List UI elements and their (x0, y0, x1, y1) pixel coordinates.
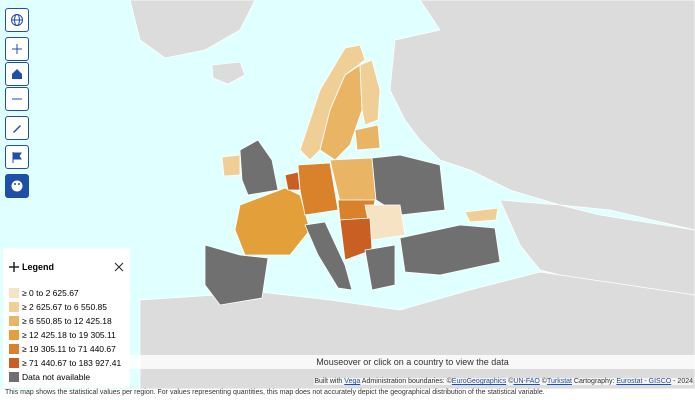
legend-label: ≥ 2 625.67 to 6 550.85 (22, 302, 108, 312)
legend-item[interactable]: ≥ 0 to 2 625.67 (9, 286, 124, 300)
close-button[interactable] (114, 262, 124, 272)
attribution-text: - 2024 (671, 378, 693, 385)
russia (389, 0, 695, 231)
legend-swatch (9, 302, 19, 312)
legend-item[interactable]: ≥ 2 625.67 to 6 550.85 (9, 300, 124, 314)
iceland (211, 61, 246, 85)
benelux (284, 171, 301, 191)
attribution-text: © (539, 378, 547, 385)
attribution-link[interactable]: Eurostat - GISCO (616, 378, 672, 385)
icon (11, 14, 23, 26)
legend-label: ≥ 12 425.18 to 19 305.11 (22, 330, 116, 340)
turkey (399, 224, 501, 276)
legend-swatch (9, 372, 19, 382)
globe-button[interactable] (5, 8, 29, 32)
legend-swatch (9, 344, 19, 354)
legend-header: Legend (9, 262, 124, 272)
baltics (354, 124, 381, 151)
footer-note: This map shows the statistical values pe… (5, 389, 545, 396)
legend-label: ≥ 6 550.85 to 12 425.18 (22, 316, 112, 326)
home-button[interactable] (5, 62, 29, 86)
legend-swatch (9, 288, 19, 298)
attribution-text: Cartography: (571, 378, 617, 385)
norway (299, 44, 366, 161)
central-asia (499, 199, 695, 296)
legend-item[interactable]: ≥ 71 440.67 to 183 927.41 (9, 356, 124, 370)
germany (297, 162, 339, 216)
legend-items: ≥ 0 to 2 625.67 ≥ 2 625.67 to 6 550.85 ≥ 6… (9, 286, 124, 384)
greenland (129, 0, 256, 59)
legend-label: Data not available (22, 372, 91, 382)
georgia (464, 207, 499, 223)
zoom-in-button[interactable] (5, 37, 29, 61)
palette-button[interactable] (5, 174, 29, 198)
attribution-link[interactable]: Vega (344, 378, 361, 385)
icon (12, 44, 22, 54)
move-icon[interactable] (9, 262, 19, 272)
legend-item[interactable]: ≥ 12 425.18 to 19 305.11 (9, 328, 124, 342)
belarus-ukraine (371, 154, 446, 216)
legend-swatch (9, 358, 19, 368)
attribution-link[interactable]: EuroGeographics (451, 378, 507, 385)
legend-swatch (9, 316, 19, 326)
legend-item[interactable]: Data not available (9, 370, 124, 384)
zoom-out-button[interactable] (5, 87, 29, 111)
legend-label: ≥ 71 440.67 to 183 927.41 (22, 358, 122, 368)
icon (11, 180, 23, 192)
finland (359, 59, 381, 126)
greece (364, 244, 396, 291)
attribution-text: Administration boundaries: © (360, 378, 452, 385)
icon (12, 98, 22, 100)
iberia (204, 244, 269, 306)
legend-label: ≥ 19 305.11 to 71 440.67 (22, 344, 116, 354)
italy (304, 221, 353, 291)
attribution-link[interactable]: Turkstat (546, 378, 572, 385)
attribution-text: Built with (314, 378, 345, 385)
legend: Legend ≥ 0 to 2 625.67 ≥ 2 625.67 to 6 55… (3, 248, 130, 388)
icon (13, 125, 21, 133)
icon (12, 69, 22, 79)
uk (239, 139, 279, 196)
legend-item[interactable]: ≥ 6 550.85 to 12 425.18 (9, 314, 124, 328)
flag-button[interactable] (5, 145, 29, 169)
icon (12, 152, 22, 163)
ireland (221, 154, 241, 177)
attribution: Built with Vega Administration boundarie… (314, 378, 693, 385)
attribution-text: © (506, 378, 514, 385)
legend-label: ≥ 0 to 2 625.67 (22, 288, 79, 298)
edit-button[interactable] (5, 116, 29, 140)
legend-item[interactable]: ≥ 19 305.11 to 71 440.67 (9, 342, 124, 356)
attribution-link[interactable]: UN-FAO (513, 378, 540, 385)
legend-swatch (9, 330, 19, 340)
legend-title: Legend (22, 262, 55, 272)
hint: Mouseover or click on a country to view … (130, 355, 695, 369)
